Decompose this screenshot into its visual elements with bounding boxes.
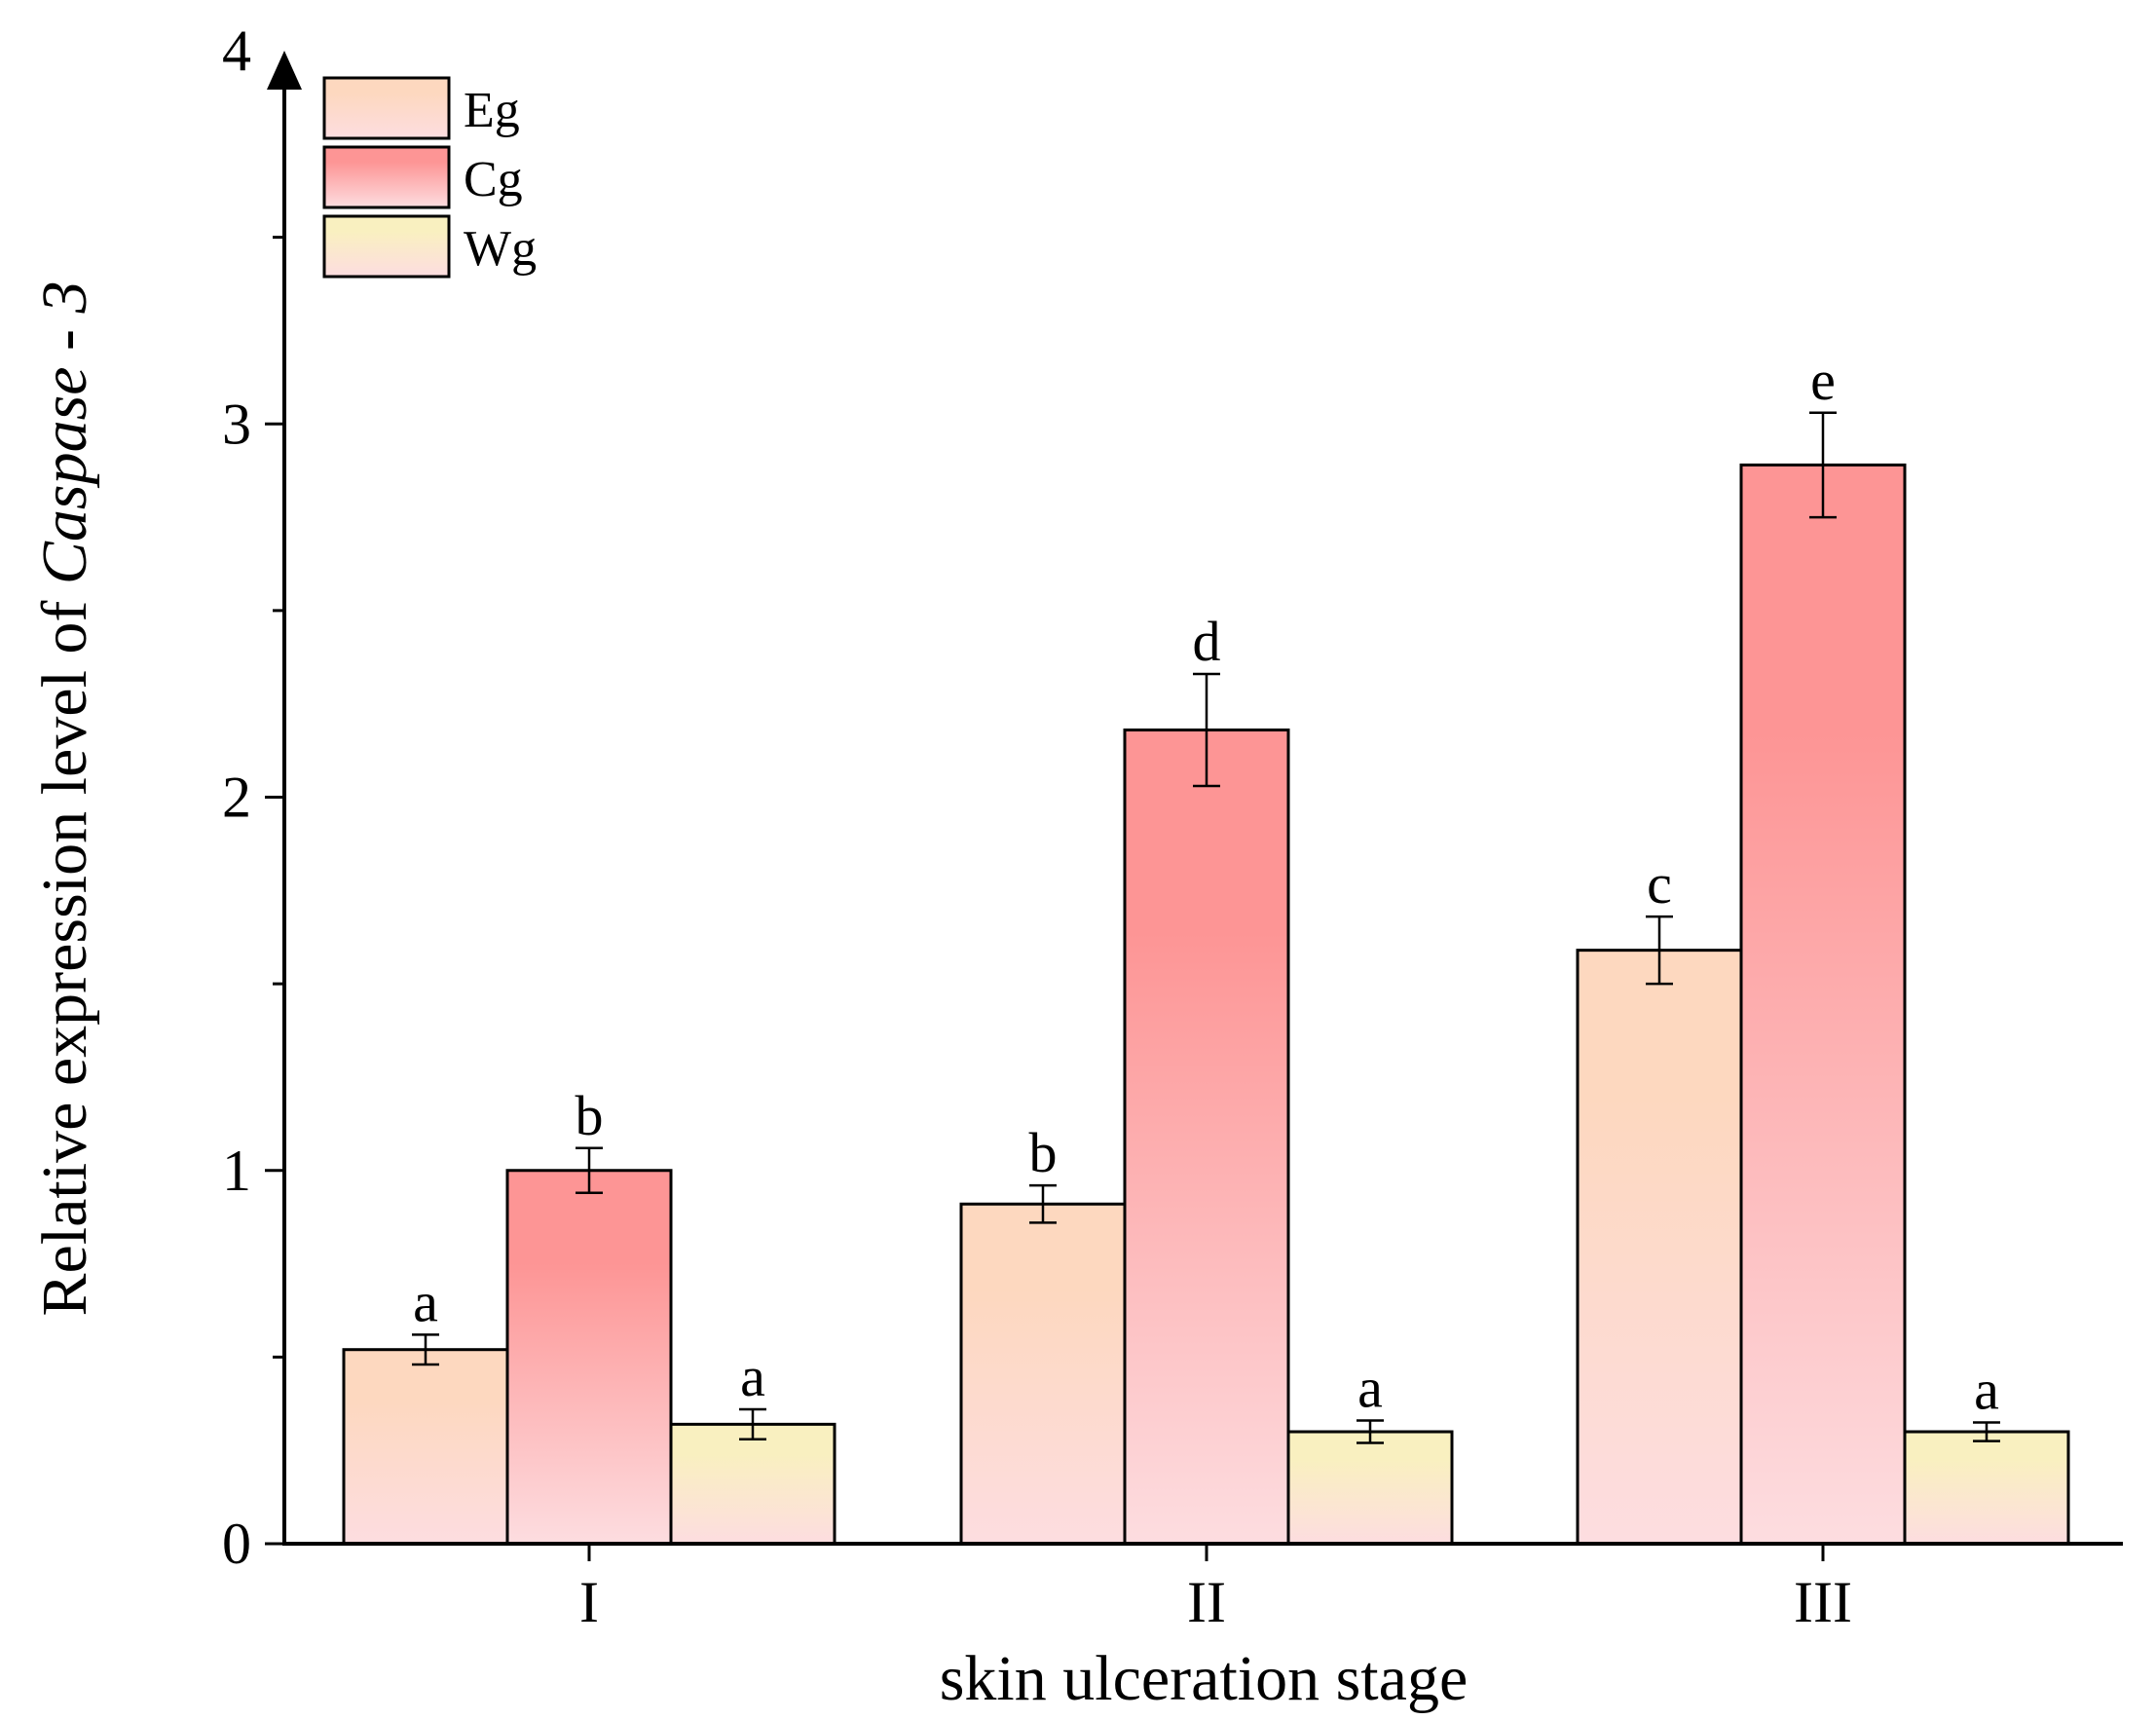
significance-letter-cg-3: e bbox=[1810, 349, 1836, 412]
bars-layer bbox=[342, 463, 2070, 1546]
x-ticks-layer: I II III bbox=[579, 1544, 1852, 1634]
legend-label-eg: Eg bbox=[464, 83, 520, 138]
significance-letters-layer: a b a b d a c e a bbox=[413, 349, 1999, 1422]
significance-letter-wg-2: a bbox=[1357, 1357, 1383, 1420]
y-axis-label: Relative expression level of Caspase - 3 bbox=[29, 280, 100, 1316]
y-axis-label-gene: Caspase bbox=[29, 366, 100, 584]
bar-cg-1 bbox=[505, 1169, 673, 1546]
x-axis-label: skin ulceration stage bbox=[940, 1643, 1468, 1714]
bar-wg-2 bbox=[1286, 1430, 1454, 1546]
y-tick-label-3: 3 bbox=[222, 392, 251, 456]
y-tick-label-1: 1 bbox=[222, 1139, 251, 1203]
significance-letter-eg-1: a bbox=[413, 1270, 438, 1333]
significance-letter-eg-3: c bbox=[1647, 852, 1672, 916]
y-tick-label-2: 2 bbox=[222, 766, 251, 830]
x-tick-label-1: I bbox=[579, 1570, 599, 1634]
y-axis-label-prefix: Relative expression level of bbox=[29, 584, 100, 1316]
error-bars-layer bbox=[412, 411, 2000, 1444]
y-axis-label-suffix: - 3 bbox=[29, 280, 100, 366]
bar-wg-1 bbox=[669, 1422, 836, 1546]
significance-letter-cg-1: b bbox=[576, 1084, 604, 1147]
legend-swatch-eg bbox=[322, 76, 451, 140]
bar-eg-2 bbox=[959, 1202, 1127, 1546]
significance-letter-cg-2: d bbox=[1193, 610, 1221, 673]
y-tick-label-0: 0 bbox=[222, 1512, 251, 1576]
significance-letter-eg-2: b bbox=[1029, 1121, 1058, 1184]
y-axis-arrow-icon bbox=[267, 51, 302, 90]
legend-label-cg: Cg bbox=[464, 152, 523, 207]
bar-cg-2 bbox=[1123, 729, 1290, 1546]
legend-swatch-wg bbox=[322, 214, 451, 279]
significance-letter-wg-1: a bbox=[740, 1345, 765, 1408]
bar-wg-3 bbox=[1903, 1430, 2070, 1546]
legend-swatch-cg bbox=[322, 145, 451, 209]
y-ticks-layer: 0 1 2 3 4 bbox=[222, 19, 284, 1576]
bar-cg-3 bbox=[1739, 463, 1907, 1546]
legend: Eg Cg Wg bbox=[322, 76, 537, 279]
bar-eg-3 bbox=[1576, 949, 1743, 1546]
legend-label-wg: Wg bbox=[464, 221, 537, 277]
bar-eg-1 bbox=[342, 1348, 509, 1546]
x-tick-label-3: III bbox=[1794, 1570, 1852, 1634]
significance-letter-wg-3: a bbox=[1974, 1358, 1999, 1421]
x-tick-label-2: II bbox=[1187, 1570, 1226, 1634]
y-tick-label-4: 4 bbox=[222, 19, 251, 83]
